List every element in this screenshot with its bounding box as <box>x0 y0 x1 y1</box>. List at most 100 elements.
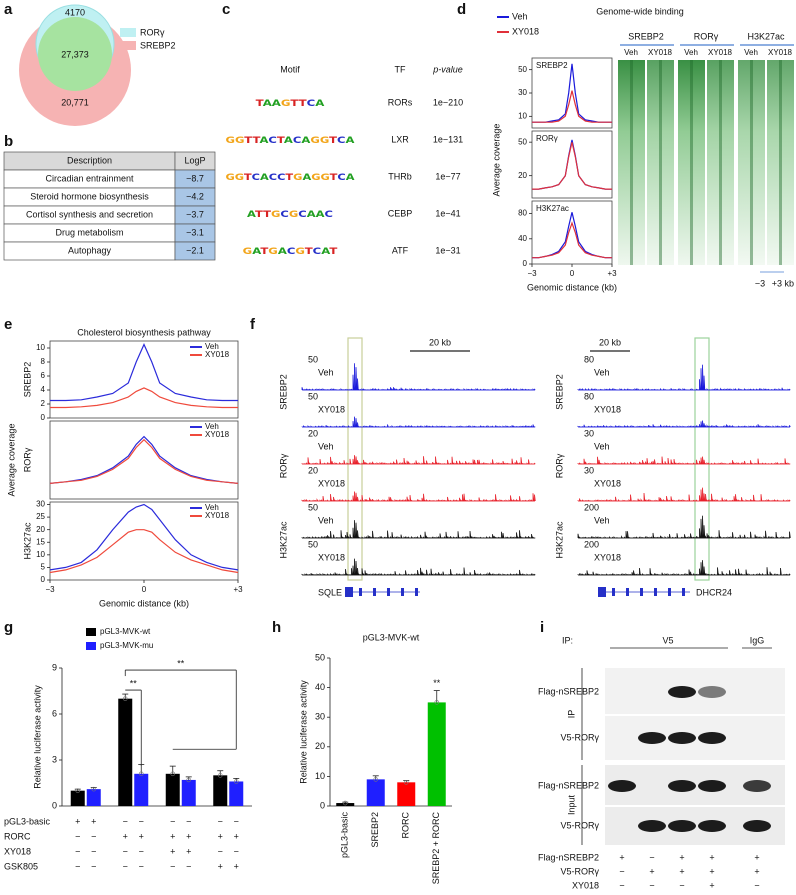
condition-sign: + <box>170 831 175 841</box>
track-max: 50 <box>308 539 318 549</box>
track-label: XY018 <box>594 552 621 562</box>
x-tick-label: +3 <box>233 585 243 594</box>
condition-sign: − <box>139 861 144 871</box>
condition-sign: − <box>679 880 684 890</box>
y-tick-label: 0 <box>52 800 57 810</box>
plot-frame <box>49 420 239 500</box>
y-axis-label: SREBP2 <box>22 362 32 398</box>
gene-exon <box>359 588 362 596</box>
y-tick-label: 0 <box>41 413 46 422</box>
blot-band <box>638 732 666 744</box>
condition-name: GSK805 <box>4 861 38 871</box>
condition-sign: + <box>123 831 128 841</box>
condition-sign: + <box>234 831 239 841</box>
heatmap-center <box>779 60 782 265</box>
heatmap-column: Veh <box>624 48 638 57</box>
condition-sign: − <box>75 831 80 841</box>
panel-title: Cholesterol biosynthesis pathway <box>77 327 211 337</box>
line-series <box>532 90 612 123</box>
heatmap-center <box>690 60 693 265</box>
track-signal <box>577 456 791 465</box>
panel-title: Genome-wide binding <box>596 6 684 16</box>
panel-label: c <box>222 1 230 18</box>
track-max: 80 <box>584 354 594 364</box>
track-label: XY018 <box>594 478 621 488</box>
motif-base: A <box>302 173 311 183</box>
y-tick-label: 2 <box>41 399 46 408</box>
heatmap-column: Veh <box>744 48 758 57</box>
condition-sign: − <box>123 816 128 826</box>
motif-base: T <box>255 210 264 220</box>
condition-sign: + <box>754 852 759 862</box>
condition-sign: + <box>619 852 624 862</box>
track-label: XY018 <box>318 552 345 562</box>
motif-base: T <box>244 173 253 183</box>
y-tick-label: 0 <box>523 259 528 268</box>
table-text: Circadian entrainment <box>45 173 134 183</box>
condition-sign: − <box>218 816 223 826</box>
legend-swatch <box>86 628 96 636</box>
blot-row-label: Flag-nSREBP2 <box>538 686 599 696</box>
panel-label: d <box>457 1 466 18</box>
condition-sign: − <box>234 816 239 826</box>
plot-frame <box>531 130 613 199</box>
x-tick-label: pGL3-basic <box>340 812 350 859</box>
y-axis-label: Average coverage <box>491 124 501 197</box>
track-signal <box>577 420 791 428</box>
condition-sign: − <box>754 880 759 890</box>
y-tick-label: 8 <box>41 357 46 366</box>
motif-base: T <box>329 136 338 146</box>
motif-base: A <box>307 210 316 220</box>
motif-base: C <box>269 173 278 183</box>
track-label: Veh <box>318 515 334 525</box>
motif-base: T <box>244 136 253 146</box>
motif-base: A <box>284 136 293 146</box>
plot-frame <box>49 340 239 419</box>
track-max: 50 <box>308 502 318 512</box>
motif-base: T <box>256 99 265 109</box>
data-point <box>342 800 348 806</box>
condition-sign: + <box>679 866 684 876</box>
condition-sign: − <box>186 816 191 826</box>
motif-base: G <box>271 210 280 220</box>
heatmap-center <box>719 60 722 265</box>
track-max: 20 <box>308 465 318 475</box>
y-tick-label: 5 <box>41 563 46 572</box>
track-signal <box>301 363 536 391</box>
subplot-title: SREBP2 <box>536 61 568 70</box>
bar <box>336 803 355 806</box>
scale-label: 20 kb <box>429 337 451 347</box>
track-group: SREBP2 <box>554 374 564 410</box>
motif-base: C <box>313 247 322 257</box>
track-group: RORγ <box>554 453 564 478</box>
legend-label: XY018 <box>205 430 230 439</box>
blot-band <box>698 732 726 744</box>
bar <box>134 773 149 806</box>
y-tick-label: 20 <box>518 171 527 180</box>
panel-label: i <box>540 619 544 636</box>
legend-swatch <box>120 28 136 37</box>
motif-base: T <box>299 99 308 109</box>
gene-exon <box>373 588 376 596</box>
x-tick-label: 0 <box>570 269 575 278</box>
heatmap-center <box>659 60 662 265</box>
motif-tf: RORs <box>388 97 413 107</box>
motif-p: 1e−77 <box>435 171 460 181</box>
legend-label: Veh <box>205 342 219 351</box>
motif-base: G <box>235 136 244 146</box>
venn-count: 20,771 <box>61 97 89 107</box>
y-tick-label: 20 <box>36 525 45 534</box>
blot-band <box>743 780 771 792</box>
motif-base: C <box>337 173 346 183</box>
condition-name: pGL3-basic <box>4 816 51 826</box>
annotation: ** <box>130 678 138 688</box>
motif-base: G <box>226 136 235 146</box>
condition-sign: + <box>91 816 96 826</box>
x-tick-label: −3 <box>527 269 537 278</box>
motif-base: A <box>321 247 330 257</box>
condition-sign: − <box>186 861 191 871</box>
blot-row-label: V5-RORγ <box>560 820 599 830</box>
condition-sign: − <box>649 880 654 890</box>
table-header: p-value <box>432 64 463 74</box>
